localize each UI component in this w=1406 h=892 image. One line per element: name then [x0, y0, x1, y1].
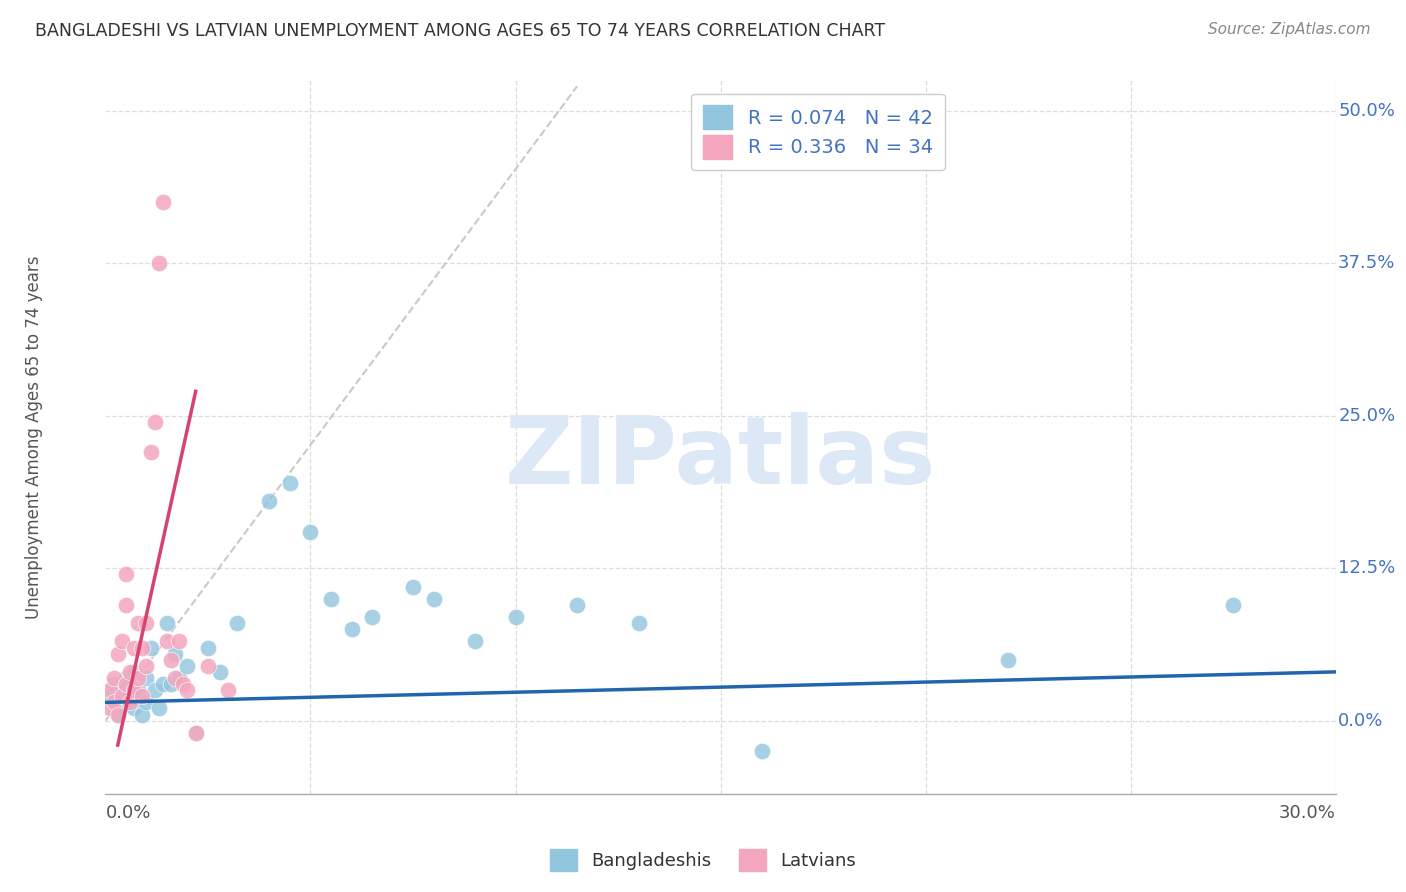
Point — [127, 616, 149, 631]
Point — [299, 524, 322, 539]
Point — [505, 610, 527, 624]
Point — [340, 622, 363, 636]
Point — [115, 677, 138, 691]
Point — [148, 256, 170, 270]
Point — [225, 616, 247, 631]
Point — [135, 695, 157, 709]
Text: 37.5%: 37.5% — [1339, 254, 1396, 272]
Point — [152, 195, 174, 210]
Point — [127, 683, 149, 698]
Point — [197, 640, 219, 655]
Point — [103, 677, 125, 691]
Point — [131, 640, 153, 655]
Point — [627, 616, 650, 631]
Point — [111, 683, 134, 698]
Point — [107, 707, 129, 722]
Point — [111, 634, 134, 648]
Text: 12.5%: 12.5% — [1339, 559, 1395, 577]
Point — [115, 567, 138, 582]
Legend: R = 0.074   N = 42, R = 0.336   N = 34: R = 0.074 N = 42, R = 0.336 N = 34 — [692, 94, 945, 170]
Point — [278, 475, 301, 490]
Point — [103, 671, 125, 685]
Point — [131, 690, 153, 704]
Point — [165, 647, 187, 661]
Legend: Bangladeshis, Latvians: Bangladeshis, Latvians — [543, 842, 863, 879]
Point — [156, 634, 179, 648]
Point — [98, 683, 121, 698]
Point — [135, 658, 157, 673]
Point — [115, 695, 138, 709]
Point — [139, 445, 162, 459]
Point — [98, 690, 121, 704]
Point — [131, 707, 153, 722]
Point — [160, 677, 183, 691]
Point — [115, 671, 138, 685]
Point — [127, 671, 149, 685]
Point — [120, 690, 141, 704]
Point — [422, 591, 444, 606]
Point — [122, 640, 145, 655]
Point — [169, 634, 191, 648]
Point — [122, 683, 145, 698]
Text: BANGLADESHI VS LATVIAN UNEMPLOYMENT AMONG AGES 65 TO 74 YEARS CORRELATION CHART: BANGLADESHI VS LATVIAN UNEMPLOYMENT AMON… — [35, 22, 886, 40]
Point — [98, 701, 121, 715]
Point — [122, 701, 145, 715]
Text: 30.0%: 30.0% — [1279, 804, 1336, 822]
Point — [565, 598, 588, 612]
Point — [139, 640, 162, 655]
Point — [172, 677, 194, 691]
Text: 25.0%: 25.0% — [1339, 407, 1395, 425]
Point — [103, 701, 125, 715]
Point — [259, 494, 281, 508]
Point — [120, 695, 141, 709]
Point — [135, 671, 157, 685]
Point — [402, 580, 425, 594]
Point — [361, 610, 384, 624]
Text: Source: ZipAtlas.com: Source: ZipAtlas.com — [1208, 22, 1371, 37]
Text: 50.0%: 50.0% — [1339, 102, 1395, 120]
Point — [464, 634, 486, 648]
Point — [169, 671, 191, 685]
Text: Unemployment Among Ages 65 to 74 years: Unemployment Among Ages 65 to 74 years — [25, 255, 44, 619]
Text: 0.0%: 0.0% — [105, 804, 150, 822]
Point — [218, 683, 240, 698]
Point — [107, 647, 129, 661]
Point — [997, 653, 1019, 667]
Point — [120, 665, 141, 679]
Point — [184, 726, 207, 740]
Point — [152, 677, 174, 691]
Point — [148, 701, 170, 715]
Point — [751, 744, 773, 758]
Point — [197, 658, 219, 673]
Point — [209, 665, 232, 679]
Point — [319, 591, 342, 606]
Point — [1222, 598, 1244, 612]
Point — [184, 726, 207, 740]
Point — [165, 671, 187, 685]
Text: 0.0%: 0.0% — [1339, 712, 1384, 730]
Point — [143, 683, 166, 698]
Point — [107, 707, 129, 722]
Point — [176, 658, 198, 673]
Point — [103, 695, 125, 709]
Point — [111, 690, 134, 704]
Point — [115, 598, 138, 612]
Point — [122, 665, 145, 679]
Point — [143, 415, 166, 429]
Text: ZIPatlas: ZIPatlas — [505, 412, 936, 505]
Point — [135, 616, 157, 631]
Point — [176, 683, 198, 698]
Point — [160, 653, 183, 667]
Point — [156, 616, 179, 631]
